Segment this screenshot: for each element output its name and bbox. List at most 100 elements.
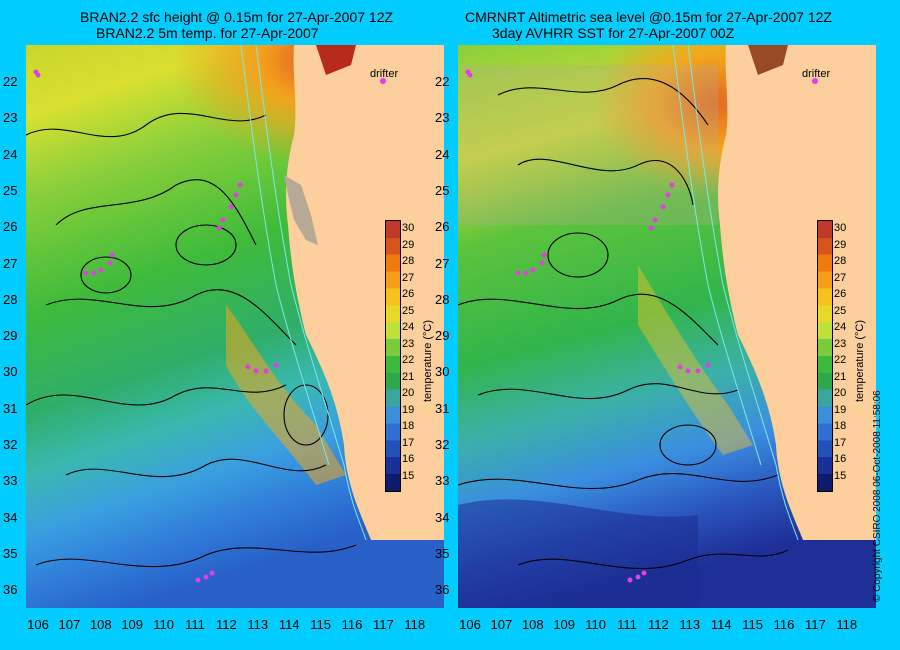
copyright-notice: © Copyright CSIRO 2008 06-Oct-2008 11:58… [872,390,883,602]
left-lat-label: 28 [3,291,18,307]
right-colorbar-tick: 29 [834,238,847,251]
left-lat-label: 23 [3,110,18,126]
right-lon-label: 116 [773,617,795,632]
left-title-line2: BRAN2.2 5m temp. for 27-Apr-2007 [96,25,319,41]
right-lat-label: 30 [435,364,450,380]
left-lon-label: 108 [89,617,112,632]
left-lon-label: 113 [247,617,269,632]
right-lat-label: 26 [435,219,450,235]
right-colorbar [817,220,833,492]
right-colorbar-tick: 17 [834,436,847,449]
right-colorbar-tick: 27 [834,271,847,284]
left-colorbar-tick: 29 [402,238,415,251]
left-colorbar-tick: 19 [402,403,415,416]
right-colorbar-tick: 22 [834,354,847,366]
right-colorbar-tick: 16 [834,453,847,465]
right-lon-label: 118 [836,617,858,632]
right-lat-label: 29 [435,328,450,344]
left-lat-label: 33 [3,473,18,489]
right-lat-label: 24 [435,146,450,162]
left-lon-label: 106 [27,617,49,632]
left-drifter-tracks [33,69,386,583]
right-lat-label: 32 [435,437,450,452]
left-colorbar-tick: 20 [402,387,415,399]
right-drifter-tracks [465,69,818,583]
left-lat-label: 32 [3,437,18,452]
left-lat-label: 31 [3,400,18,416]
right-lat-label: 28 [435,291,450,307]
left-lon-label: 110 [153,617,174,632]
left-colorbar-tick: 15 [402,469,415,482]
left-lon-label: 111 [185,617,205,632]
left-colorbar-tick: 18 [402,420,415,432]
left-colorbar-tick: 25 [402,304,415,317]
left-lat-label: 22 [3,74,18,89]
left-lat-label: 25 [3,182,18,198]
right-colorbar-tick: 19 [834,403,847,416]
right-lon-label: 114 [710,617,732,632]
right-colorbar-tick: 23 [834,337,847,350]
left-sst-map [26,45,444,608]
right-lat-label: 25 [435,182,450,198]
right-colorbar-tick: 28 [834,255,847,267]
right-lat-label: 33 [435,473,450,489]
left-lon-label: 109 [121,617,144,632]
right-lon-label: 106 [459,617,481,632]
left-lat-label: 29 [3,328,18,344]
right-sst-map [458,45,876,608]
left-lon-label: 114 [278,617,300,632]
right-colorbar-tick: 25 [834,304,847,317]
left-lon-label: 116 [341,617,363,632]
left-lat-label: 34 [3,509,18,525]
right-lon-label: 111 [617,617,637,632]
left-lon-label: 117 [373,617,394,632]
right-lat-label: 22 [435,74,450,89]
right-lon-label: 115 [742,617,763,632]
right-title-line2: 3day AVHRR SST for 27-Apr-2007 00Z [492,25,735,41]
right-drifter-legend: drifter [802,68,831,80]
right-lon-label: 117 [805,617,826,632]
right-lat-label: 36 [435,582,450,598]
left-colorbar-tick: 22 [402,354,415,366]
right-title-line1: CMRNRT Altimetric sea level @0.15m for 2… [465,9,832,25]
left-lon-label: 115 [310,617,331,632]
left-lat-label: 30 [3,364,18,380]
right-colorbar-tick: 15 [834,469,847,482]
left-colorbar-tick: 28 [402,255,415,267]
left-lat-label: 36 [3,582,18,598]
left-lat-label: 35 [3,545,18,561]
right-lon-label: 109 [553,617,576,632]
left-lat-label: 27 [3,255,18,271]
right-colorbar-tick: 18 [834,420,847,432]
left-lon-label: 112 [216,617,237,632]
right-lon-label: 108 [521,617,544,632]
right-lon-label: 110 [585,617,606,632]
left-colorbar-tick: 16 [402,453,415,465]
left-colorbar-tick: 24 [402,321,415,333]
right-lat-label: 27 [435,255,450,271]
left-map-panel [26,45,444,608]
right-lon-label: 112 [648,617,669,632]
right-lon-label: 113 [679,617,701,632]
right-colorbar-tick: 20 [834,387,847,399]
right-colorbar-tick: 24 [834,321,847,333]
left-colorbar-tick: 21 [402,370,415,383]
left-colorbar-tick: 23 [402,337,415,350]
right-lat-label: 23 [435,110,450,126]
right-lon-label: 107 [490,617,513,632]
left-colorbar-tick: 17 [402,436,415,449]
right-colorbar-tick: 21 [834,370,847,383]
right-colorbar-tick: 30 [834,222,847,234]
left-lat-label: 26 [3,219,18,235]
left-drifter-legend: drifter [370,68,399,80]
left-colorbar-title: temperature (°C) [422,319,434,402]
left-colorbar [385,220,401,492]
right-colorbar-title: temperature (°C) [854,319,866,402]
left-colorbar-tick: 26 [402,288,415,300]
right-lat-label: 34 [435,509,450,525]
left-colorbar-tick: 27 [402,271,415,284]
right-map-panel [458,45,876,608]
right-lat-label: 35 [435,545,450,561]
left-lon-label: 118 [404,617,426,632]
left-colorbar-tick: 30 [402,222,415,234]
